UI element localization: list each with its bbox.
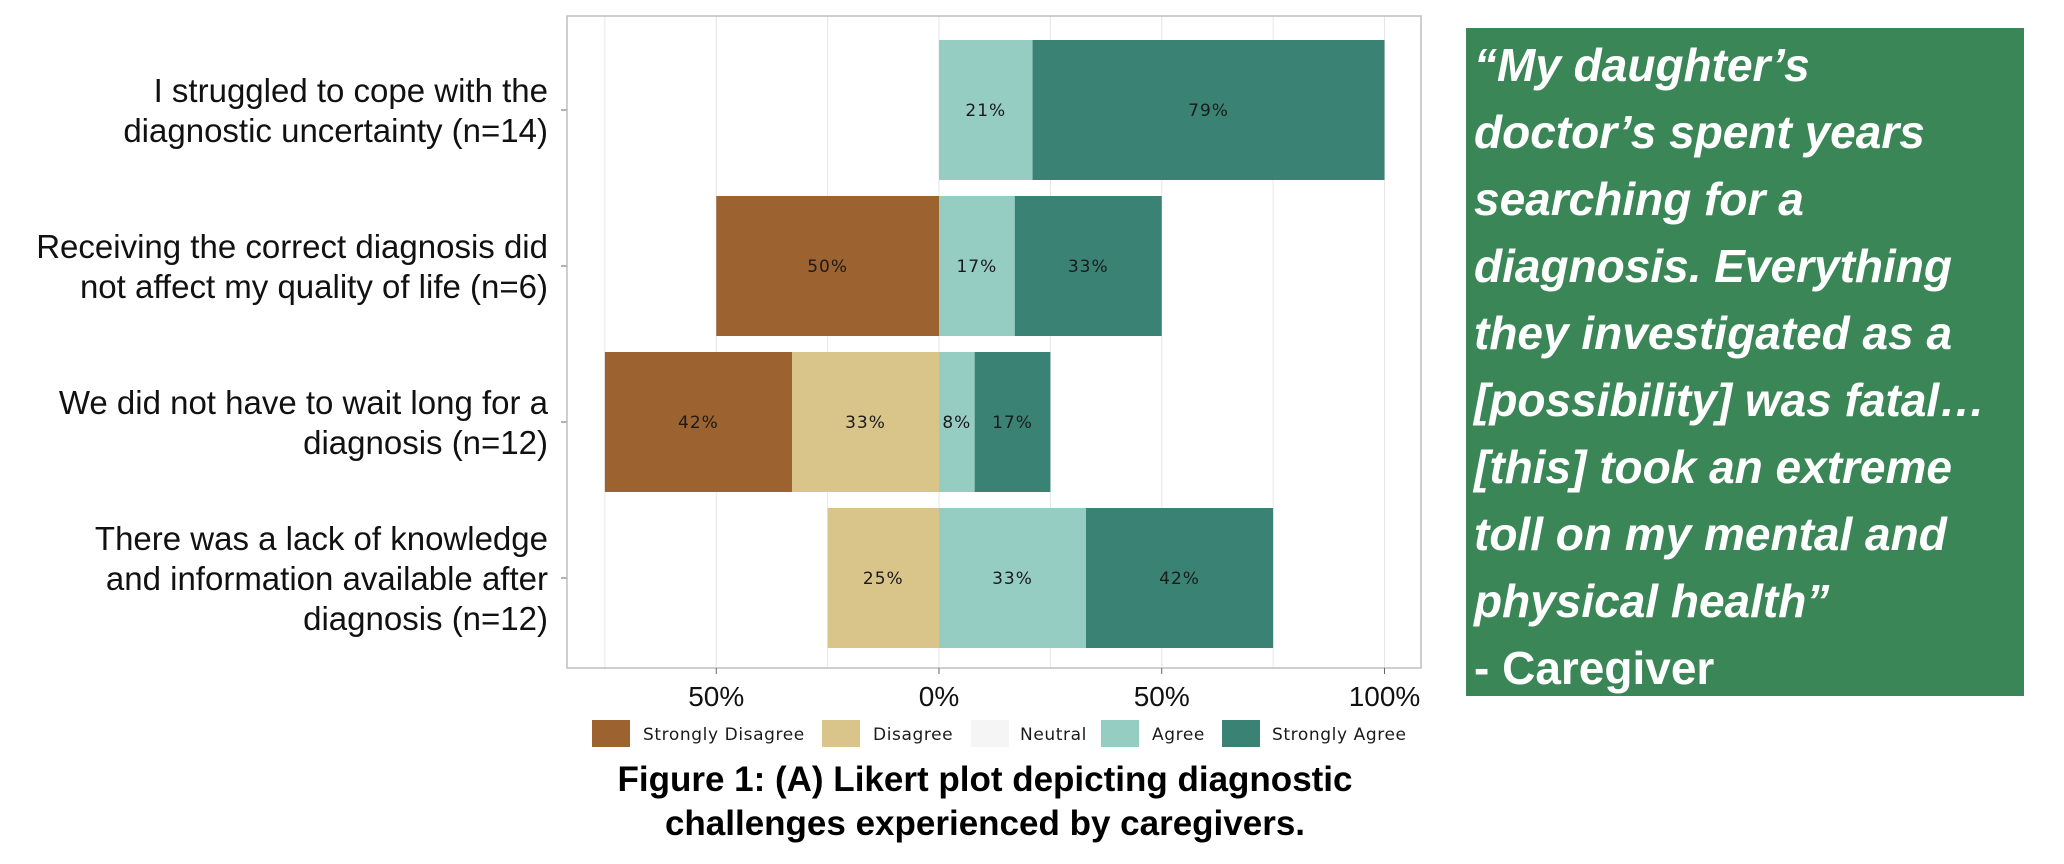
legend-label: Strongly Disagree [643,725,805,745]
x-tick-label: 0% [919,681,959,712]
quote-line: they investigated as a [1474,307,1953,359]
legend-key [592,720,630,747]
bar-segment [791,352,939,492]
x-tick-label: 100% [1349,681,1421,712]
bar-segment [939,40,1033,180]
bar-segment [604,352,792,492]
caption-line-1: Figure 1: (A) Likert plot depicting diag… [617,760,1353,799]
legend-key [1101,720,1139,747]
category-label: and information available after [106,560,548,597]
plot-border [566,15,1422,669]
legend-key [1222,720,1260,747]
bar-value-label: 21% [965,101,1006,121]
category-label: There was a lack of knowledge [95,520,548,557]
category-label: diagnostic uncertainty (n=14) [123,112,548,149]
figure-caption: Figure 1: (A) Likert plot depicting diag… [560,758,1410,846]
bar-segment [939,352,975,492]
bar-value-label: 79% [1188,101,1229,121]
quote-line: toll on my mental and [1474,508,1947,560]
bar-value-label: 17% [956,257,997,277]
caption-line-2: challenges experienced by caregivers. [664,804,1306,843]
quote-line: diagnosis. Everything [1474,240,1952,292]
category-label: We did not have to wait long for a [59,384,549,421]
quote-text: “My daughter’s doctor’s spent years sear… [1474,32,2024,635]
bar-value-label: 33% [845,413,886,433]
x-tick-label: 50% [1134,681,1190,712]
quote-line: [possibility] was fatal… [1474,374,1986,426]
bar-value-label: 17% [992,413,1033,433]
bar-segment [974,352,1051,492]
bar-value-label: 33% [992,569,1033,589]
bar-value-label: 42% [678,413,719,433]
likert-chart-svg: 21% 79%I struggled to cope with thediagno… [36,15,1422,747]
category-label: Receiving the correct diagnosis did [36,228,548,265]
bar-segment [939,196,1015,336]
bar-segment [1014,196,1162,336]
bar-value-label: 33% [1068,257,1109,277]
quote-line: physical health” [1474,575,1830,627]
likert-chart: 21% 79% I struggled to cope with the diagno… [36,15,1422,747]
quote-line: “My daughter’s [1474,39,1810,91]
x-tick-label: 50% [688,681,744,712]
legend-label: Agree [1152,725,1205,745]
category-label: not affect my quality of life (n=6) [80,268,548,305]
bar-segment [939,508,1087,648]
bar-segment [1032,40,1385,180]
quote-line: searching for a [1474,173,1804,225]
bar-segment [827,508,939,648]
bar-segment [716,196,939,336]
bar-value-label: 42% [1159,569,1200,589]
bar-value-label: 25% [863,569,904,589]
category-label: diagnosis (n=12) [303,424,548,461]
quote-author: - Caregiver [1474,642,1715,694]
legend-label: Strongly Agree [1272,725,1407,745]
legend-label: Disagree [873,725,953,745]
legend-key [822,720,860,747]
bar-segment [1086,508,1274,648]
legend-label: Neutral [1020,725,1087,745]
category-label: diagnosis (n=12) [303,600,548,637]
bar-value-label: 50% [807,257,848,277]
quote-line: doctor’s spent years [1474,106,1925,158]
quote-box: “My daughter’s doctor’s spent years sear… [1466,28,2024,696]
legend-key [971,720,1009,747]
category-label: I struggled to cope with the [154,72,548,109]
quote-line: [this] took an extreme [1474,441,1952,493]
bar-value-label: 8% [942,413,971,433]
